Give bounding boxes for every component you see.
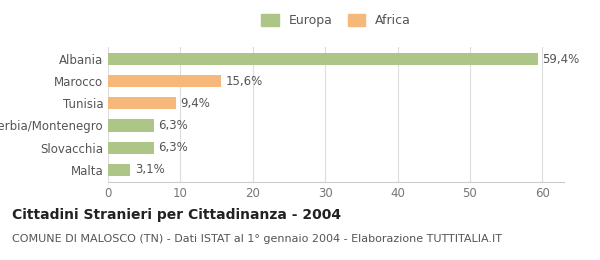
Text: 6,3%: 6,3% — [158, 119, 188, 132]
Text: 3,1%: 3,1% — [135, 163, 164, 176]
Text: 59,4%: 59,4% — [542, 53, 580, 66]
Bar — [108, 53, 538, 65]
Text: Cittadini Stranieri per Cittadinanza - 2004: Cittadini Stranieri per Cittadinanza - 2… — [12, 208, 341, 222]
Text: 9,4%: 9,4% — [181, 97, 210, 110]
Text: 15,6%: 15,6% — [225, 75, 263, 88]
Bar — [108, 119, 154, 132]
Bar — [108, 164, 130, 176]
Bar — [108, 97, 176, 109]
Bar — [108, 141, 154, 154]
Bar — [108, 75, 221, 87]
Text: COMUNE DI MALOSCO (TN) - Dati ISTAT al 1° gennaio 2004 - Elaborazione TUTTITALIA: COMUNE DI MALOSCO (TN) - Dati ISTAT al 1… — [12, 234, 502, 244]
Legend: Europa, Africa: Europa, Africa — [259, 12, 413, 30]
Text: 6,3%: 6,3% — [158, 141, 188, 154]
